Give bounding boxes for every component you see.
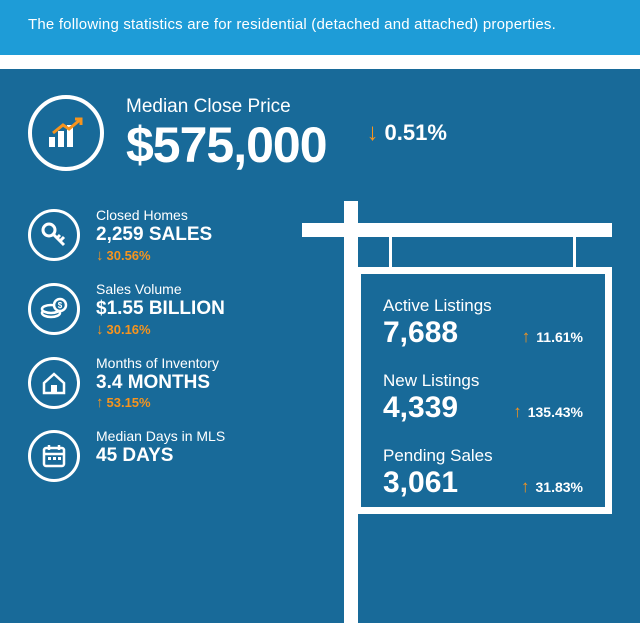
arrow-down-icon: ↓ [367,121,379,145]
main-panel: Median Close Price $575,000 ↓ 0.51% Clos… [0,69,640,553]
arrow-up-icon: ↑ [522,328,531,345]
stat-label: Median Days in MLS [96,428,225,444]
sign-hanger [389,237,392,267]
calendar-icon [28,430,80,482]
chart-up-icon [28,95,104,171]
stat-change: ↑31.83% [521,478,583,495]
sign-board: Active Listings 7,688 ↑11.61% New Listin… [354,267,612,514]
stat-label: Months of Inventory [96,355,219,371]
hero-label: Median Close Price [126,96,327,118]
stat-label: New Listings [383,371,583,391]
stat-change: ↑11.61% [522,328,583,345]
arrow-down-icon: ↓ [96,248,104,263]
sign-stat-pending: Pending Sales 3,061 ↑31.83% [383,446,583,499]
svg-text:$: $ [58,301,63,310]
stat-value: 3,061 [383,466,458,499]
banner-gap [0,55,640,69]
coins-icon: $ [28,283,80,335]
stat-change: ↓30.16% [96,322,225,337]
hero-value: $575,000 [126,120,327,170]
arrow-down-icon: ↓ [96,322,104,337]
stat-value: 2,259 SALES [96,223,212,247]
sign-stat-active: Active Listings 7,688 ↑11.61% [383,296,583,349]
hero-text: Median Close Price $575,000 [126,96,327,170]
hero-change: ↓ 0.51% [367,120,447,146]
stat-change: ↑135.43% [513,403,583,420]
post-top [344,201,358,223]
banner-text: The following statistics are for residen… [28,16,556,33]
stat-change: ↓30.56% [96,248,212,263]
post-horizontal [302,223,612,237]
arrow-up-icon: ↑ [521,478,530,495]
house-icon [28,357,80,409]
stat-label: Active Listings [383,296,583,316]
arrow-up-icon: ↑ [513,403,522,420]
sign-hanger [573,237,576,267]
stat-value: 4,339 [383,391,458,424]
stat-label: Pending Sales [383,446,583,466]
top-banner: The following statistics are for residen… [0,0,640,55]
stat-label: Sales Volume [96,281,225,297]
key-icon [28,209,80,261]
arrow-up-icon: ↑ [96,395,104,410]
stat-label: Closed Homes [96,207,212,223]
hero-change-value: 0.51% [385,120,447,146]
stat-value: $1.55 BILLION [96,297,225,321]
stat-value: 7,688 [383,316,458,349]
stat-value: 3.4 MONTHS [96,371,219,395]
sign-stat-new: New Listings 4,339 ↑135.43% [383,371,583,424]
stat-change: ↑53.15% [96,395,219,410]
stat-value: 45 DAYS [96,444,225,468]
hero-stat: Median Close Price $575,000 ↓ 0.51% [28,95,612,171]
